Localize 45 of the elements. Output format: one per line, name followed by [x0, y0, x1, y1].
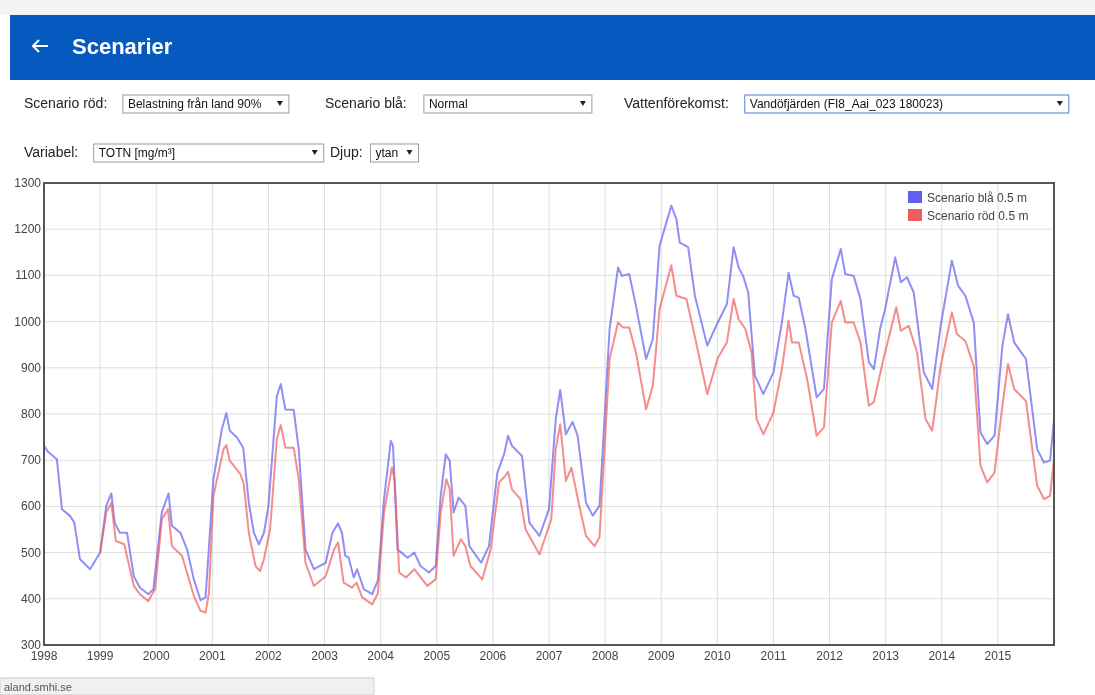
x-tick-label: 2006	[479, 649, 507, 663]
x-tick-label: 2007	[535, 649, 563, 663]
text: Djup:	[330, 144, 363, 160]
x-tick-label: 2012	[816, 649, 844, 663]
chart-title: Scenarier	[72, 34, 173, 59]
legend-label: Scenario blå 0.5 m	[927, 191, 1028, 205]
x-tick-label: 2008	[591, 649, 619, 663]
text: Vandöfjärden (FI8_Aai_023 180023)	[749, 97, 944, 111]
y-tick-label: 600	[20, 499, 42, 514]
x-tick-label: 2013	[872, 649, 900, 663]
line-series	[43, 204, 1055, 602]
y-tick-label: 800	[20, 407, 42, 421]
line-series	[99, 264, 1055, 614]
legend-label: Scenario röd 0.5 m	[927, 209, 1029, 223]
x-tick-label: 2015	[984, 649, 1012, 663]
x-tick-label: 2003	[311, 649, 339, 663]
text: Scenario röd:	[24, 95, 108, 111]
text: Variabel:	[24, 144, 79, 160]
x-tick-label: 2000	[142, 649, 170, 663]
x-tick-label: 2009	[647, 649, 675, 663]
x-tick-label: 1999	[86, 649, 114, 663]
y-tick-label: 1000	[14, 314, 42, 329]
y-tick-label: 300	[20, 638, 42, 652]
y-tick-label: 700	[20, 453, 42, 468]
y-tick-label: 500	[20, 545, 42, 560]
text: Scenario blå:	[325, 95, 407, 111]
x-tick-label: 1998	[30, 649, 58, 663]
text: Vattenförekomst:	[624, 95, 729, 111]
x-tick-label: 2014	[928, 649, 956, 663]
text: aland.smhi.se	[4, 681, 72, 693]
y-tick-label: 900	[20, 360, 42, 375]
x-tick-label: 2010	[703, 649, 731, 663]
text: TOTN [mg/m³]	[98, 146, 176, 160]
text: Belastning från land 90%	[127, 97, 262, 111]
text: Normal	[428, 97, 468, 111]
x-tick-label: 2004	[367, 649, 395, 663]
text: ytan	[375, 146, 399, 160]
x-tick-label: 2011	[760, 649, 787, 663]
y-tick-label: 1200	[14, 222, 42, 237]
y-tick-label: 1300	[14, 176, 42, 190]
y-tick-label: 400	[20, 591, 42, 606]
x-tick-label: 2005	[423, 649, 451, 663]
x-tick-label: 2002	[255, 649, 283, 663]
x-tick-label: 2001	[198, 649, 226, 663]
y-tick-label: 1100	[15, 268, 42, 283]
